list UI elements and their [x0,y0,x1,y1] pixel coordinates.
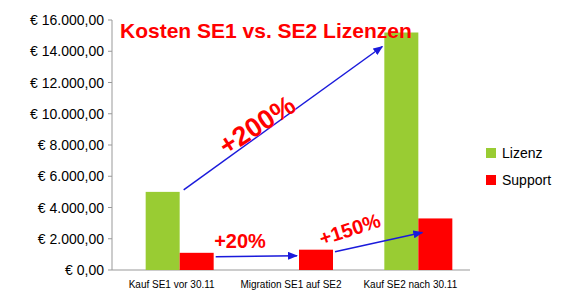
y-tick-label: € 6.000,00 [38,168,104,184]
annotation: +20% [214,230,266,252]
x-tick-label: Kauf SE1 vor 30.11 [129,279,215,290]
y-tick [108,113,112,114]
y-tick [108,176,112,177]
arrow [216,256,297,257]
y-tick-label: € 16.000,00 [30,12,104,28]
y-axis [112,20,113,270]
y-tick [108,207,112,208]
y-tick [108,20,112,21]
bar [299,250,333,270]
title: Kosten SE1 vs. SE2 Lizenzen [120,19,412,42]
y-tick [108,82,112,83]
arrow [184,47,383,190]
y-tick-label: € 8.000,00 [38,137,104,153]
y-tick-label: € 14.000,00 [30,43,104,59]
x-tick-label: Migration SE1 auf SE2 [240,279,342,290]
legend-swatch [486,175,496,185]
legend-label: Support [502,172,551,188]
y-tick [108,51,112,52]
bars [146,33,453,271]
legend-label: Lizenz [502,145,542,161]
annotation: +150% [317,209,384,249]
y-tick-label: € 0,00 [65,262,104,278]
y-tick-label: € 2.000,00 [38,231,104,247]
y-tick [108,270,112,271]
y-tick-label: € 4.000,00 [38,200,104,216]
legend-swatch [486,148,496,158]
bar [146,192,180,270]
y-tick-label: € 12.000,00 [30,75,104,91]
y-tick-label: € 10.000,00 [30,106,104,122]
x-tick-label: Kauf SE2 nach 30.11 [363,279,457,290]
bar [418,218,452,270]
chart: € 0,00 € 2.000,00 € 4.000,00 € 6.000,00 € 8.… [0,0,579,298]
bar [180,253,214,270]
annotation: +200% [213,90,300,161]
y-tick [108,238,112,239]
y-tick [108,145,112,146]
